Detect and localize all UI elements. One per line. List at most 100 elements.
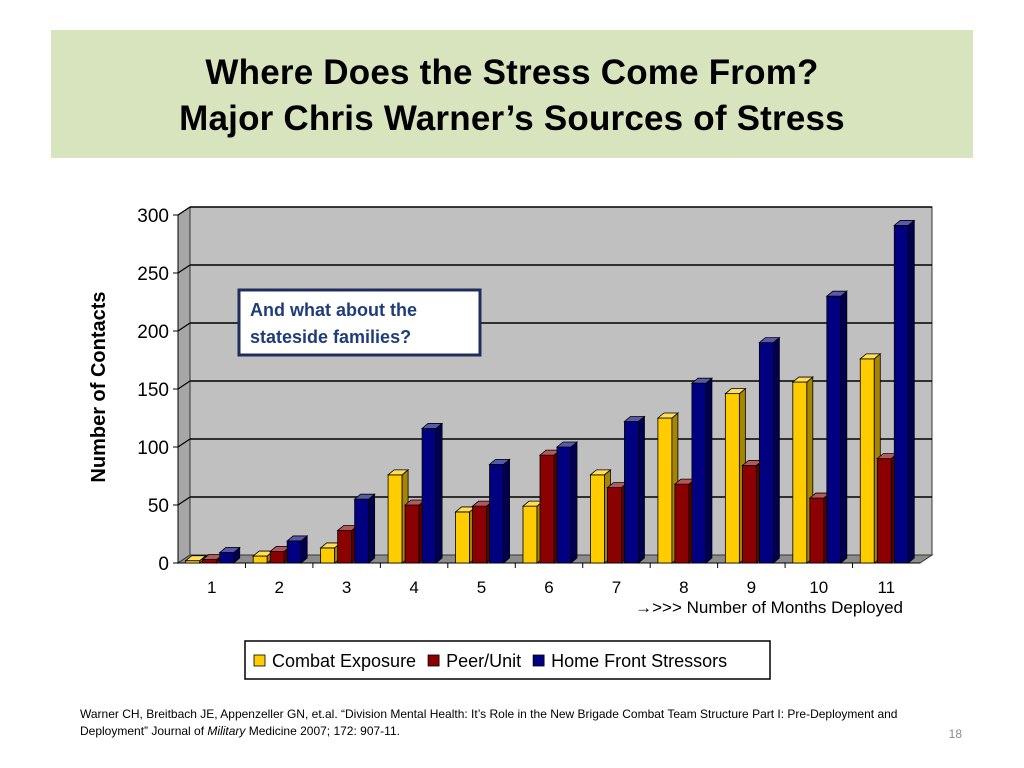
bar-front xyxy=(876,458,892,564)
x-tick-label: 1 xyxy=(207,578,216,597)
y-tick-label: 50 xyxy=(148,496,169,517)
bar-front xyxy=(657,417,673,564)
bar-top xyxy=(893,220,916,226)
bar-top xyxy=(589,469,612,476)
bar-front xyxy=(624,421,639,564)
bar-front xyxy=(489,463,504,564)
bar-front xyxy=(202,559,218,564)
legend-swatch xyxy=(253,654,266,667)
x-axis-title: →>>> Number of Months Deployed xyxy=(635,598,903,617)
citation-text-2: Medicine 2007; 172: 907-11. xyxy=(245,724,400,738)
bar-front xyxy=(826,295,842,564)
legend xyxy=(244,640,771,680)
bar-front xyxy=(674,483,690,564)
slide-title-line-2: Major Chris Warner’s Sources of Stress xyxy=(179,99,845,138)
x-tick-label: 11 xyxy=(877,578,895,597)
bar-front xyxy=(472,505,487,564)
bar-front xyxy=(691,382,707,564)
bar-front xyxy=(387,474,403,564)
bar-side xyxy=(705,377,713,564)
x-tick-label: 8 xyxy=(679,578,688,597)
gridline-side xyxy=(177,206,191,216)
bar-top xyxy=(623,416,646,422)
y-axis-title: Number of Contacts xyxy=(88,291,110,482)
bar-top xyxy=(690,377,714,384)
bar-top xyxy=(825,290,848,297)
bar-top xyxy=(724,388,747,395)
bar-front xyxy=(792,381,808,564)
bar-side xyxy=(435,422,443,564)
legend-label: Peer/Unit xyxy=(446,651,521,671)
legend-label: Home Front Stressors xyxy=(551,651,727,671)
bar-front xyxy=(252,555,268,564)
bar-side xyxy=(907,219,915,564)
title-banner: Where Does the Stress Come From? Major C… xyxy=(51,30,973,158)
gridline-side xyxy=(177,380,191,390)
y-tick-label: 100 xyxy=(137,438,169,459)
gridline-side xyxy=(177,264,191,274)
x-tick-label: 2 xyxy=(274,578,283,597)
annotation-text-line-1: And what about the xyxy=(250,300,417,320)
y-tick-label: 0 xyxy=(158,554,169,575)
bar-top xyxy=(184,555,207,562)
bar-front xyxy=(741,465,757,564)
bar-top xyxy=(286,535,309,542)
bar-side xyxy=(368,493,376,564)
bar-side xyxy=(638,415,645,564)
y-tick-label: 300 xyxy=(137,206,169,227)
bar-front xyxy=(455,511,470,564)
bar-top xyxy=(555,441,579,448)
bar-front xyxy=(859,358,875,564)
bar-front xyxy=(354,498,370,564)
slide-number: 18 xyxy=(948,727,962,741)
gridline-side xyxy=(177,438,191,448)
bar-front xyxy=(539,454,555,564)
bar-front xyxy=(556,446,572,564)
slide-title-line-1: Where Does the Stress Come From? xyxy=(205,53,819,92)
gridline-side xyxy=(177,496,191,506)
bar-top xyxy=(791,376,814,383)
citation-text-1: Warner CH, Breitbach JE, Appenzeller GN,… xyxy=(80,707,898,738)
x-tick-label: 10 xyxy=(809,578,828,597)
citation-journal-italic: Military xyxy=(207,724,246,738)
bar-front xyxy=(607,487,622,564)
x-tick-label: 5 xyxy=(477,578,486,597)
bar-front xyxy=(590,474,605,564)
legend-swatch xyxy=(427,654,440,667)
bar-front xyxy=(893,225,909,564)
x-tick-label: 6 xyxy=(544,578,553,597)
bar-top xyxy=(758,337,781,344)
bar-top xyxy=(386,469,410,476)
bar-top xyxy=(656,412,680,419)
bar-front xyxy=(320,547,336,564)
bar-top xyxy=(488,458,511,465)
gridline-side xyxy=(177,322,191,332)
bar-top xyxy=(859,353,882,360)
y-tick-label: 250 xyxy=(137,264,169,285)
bar-front xyxy=(421,428,437,564)
bar-front xyxy=(219,552,235,564)
bar-front xyxy=(724,393,740,564)
bar-side xyxy=(570,441,578,564)
annotation-box xyxy=(237,288,482,357)
x-tick-label: 4 xyxy=(409,578,418,597)
citation-footnote: Warner CH, Breitbach JE, Appenzeller GN,… xyxy=(80,706,940,740)
bar-front xyxy=(269,551,285,564)
legend-label: Combat Exposure xyxy=(272,651,416,671)
y-tick-label: 200 xyxy=(137,322,169,343)
bar-top xyxy=(353,493,376,500)
legend-swatch xyxy=(532,654,545,667)
bar-side xyxy=(840,290,848,564)
bar-front xyxy=(286,540,302,564)
x-tick-label: 7 xyxy=(612,578,621,597)
bar-front xyxy=(337,530,353,564)
bar-top xyxy=(420,423,444,429)
x-tick-label: 9 xyxy=(747,578,756,597)
bar-top xyxy=(218,547,241,553)
bar-side xyxy=(772,336,780,564)
bar-front xyxy=(522,505,538,564)
bar-side xyxy=(503,458,510,564)
bar-front xyxy=(809,497,825,564)
y-tick-label: 150 xyxy=(137,380,169,401)
